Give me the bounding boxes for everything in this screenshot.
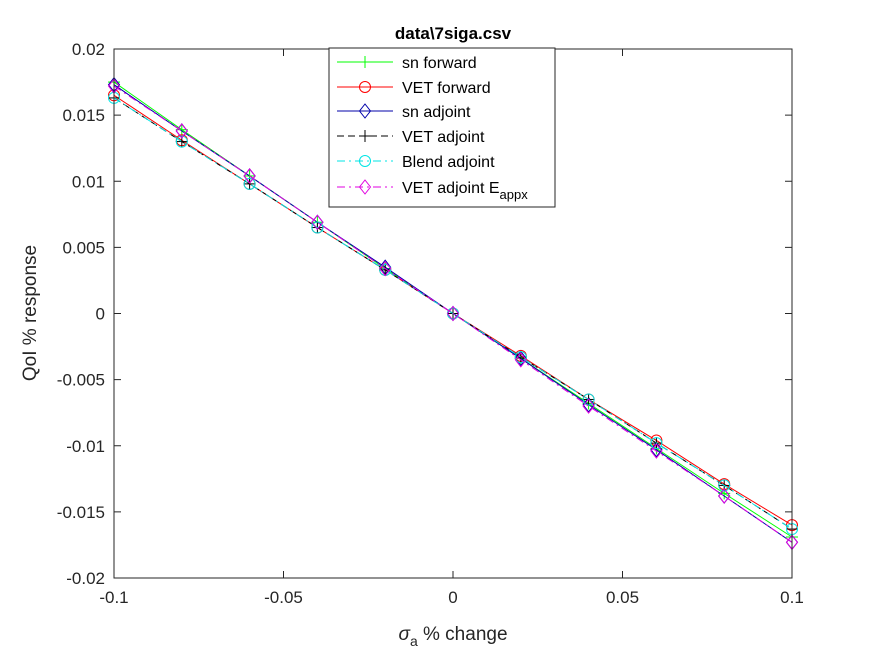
series-5-point-9 — [718, 488, 731, 504]
series-5-point-5 — [446, 305, 460, 322]
x-tick-label-3: 0.05 — [606, 588, 639, 607]
legend-label-3-main: VET adjoint — [402, 129, 485, 146]
series-5-point-1 — [175, 123, 188, 139]
x-tick-label-4: 0.1 — [780, 588, 804, 607]
series-4-point-7 — [582, 393, 595, 406]
series-5-point-3 — [311, 214, 324, 231]
series-4-point-8 — [650, 437, 663, 450]
series-4-point-1 — [175, 135, 188, 148]
series-5-point-8 — [650, 443, 663, 459]
x-axis-symbol: σ — [398, 624, 411, 645]
series-4-point-6 — [514, 351, 527, 364]
legend-item-2: sn adjoint — [337, 103, 471, 121]
legend-label-4: Blend adjoint — [402, 154, 495, 171]
legend-marker-4 — [359, 155, 371, 167]
series-5-point-6 — [514, 351, 527, 368]
x-axis-subscript: a — [410, 633, 418, 649]
legend-marker-5 — [358, 179, 372, 195]
y-axis-title: QoI % response — [20, 245, 41, 381]
legend-item-0: sn forward — [337, 55, 477, 72]
legend-label-1: VET forward — [402, 80, 491, 97]
series-5-point-7 — [582, 398, 595, 414]
series-5-point-2 — [243, 168, 256, 184]
legend-label-5-subscript: appx — [500, 187, 529, 202]
series-4-point-9 — [718, 479, 731, 492]
y-tick-label-0: -0.02 — [66, 569, 105, 588]
x-tick-label-2: 0 — [448, 588, 457, 607]
legend-label-3: VET adjoint — [402, 129, 485, 146]
legend-item-3: VET adjoint — [337, 129, 485, 146]
legend-marker-0 — [359, 56, 371, 68]
series-layer — [107, 76, 799, 551]
y-tick-label-6: 0.01 — [72, 172, 105, 191]
chart-title: data\7siga.csv — [395, 24, 512, 43]
legend-item-4: Blend adjoint — [337, 154, 495, 171]
legend-box — [328, 47, 556, 208]
y-tick-label-3: -0.005 — [57, 371, 105, 390]
series-5-line — [113, 85, 793, 543]
series-5 — [107, 78, 799, 551]
legend: sn forward VET forward sn adjoint VET adjoi… — [328, 47, 556, 208]
y-tick-label-8: 0.02 — [72, 40, 105, 59]
x-axis-label-rest: % change — [418, 624, 508, 645]
x-axis-title: σa % change — [398, 624, 507, 649]
legend-label-5-main: VET adjoint E — [402, 180, 500, 197]
series-3-point-2 — [243, 177, 256, 190]
legend-item-5: VET adjoint Eappx — [337, 179, 528, 202]
legend-label-0-main: sn forward — [402, 55, 477, 72]
legend-marker-2 — [358, 103, 372, 119]
y-tick-label-5: 0.005 — [62, 238, 105, 257]
legend-label-2: sn adjoint — [402, 104, 471, 121]
series-2-point-6 — [514, 350, 527, 367]
legend-marker-3 — [359, 130, 371, 142]
y-tick-label-7: 0.015 — [62, 106, 105, 125]
x-tick-label-0: -0.1 — [99, 588, 128, 607]
ticks-layer: -0.1 -0.05 0 0.05 0.1 -0.02 -0.015 -0.01 -0.005 0… — [57, 40, 804, 607]
legend-item-1: VET forward — [337, 80, 491, 97]
series-2-point-7 — [582, 396, 595, 413]
legend-marker-1 — [359, 81, 371, 93]
legend-label-1-main: VET forward — [402, 80, 491, 97]
series-4-point-3 — [311, 221, 324, 234]
y-tick-label-2: -0.01 — [66, 437, 105, 456]
series-4-point-2 — [243, 177, 256, 190]
legend-label-5: VET adjoint Eappx — [402, 180, 528, 202]
series-5-point-4 — [379, 260, 392, 277]
y-tick-label-1: -0.015 — [57, 503, 105, 522]
y-tick-label-4: 0 — [96, 305, 105, 324]
legend-label-2-main: sn adjoint — [402, 104, 471, 121]
legend-label-0: sn forward — [402, 55, 477, 72]
x-tick-label-1: -0.05 — [264, 588, 303, 607]
legend-label-4-main: Blend adjoint — [402, 154, 495, 171]
